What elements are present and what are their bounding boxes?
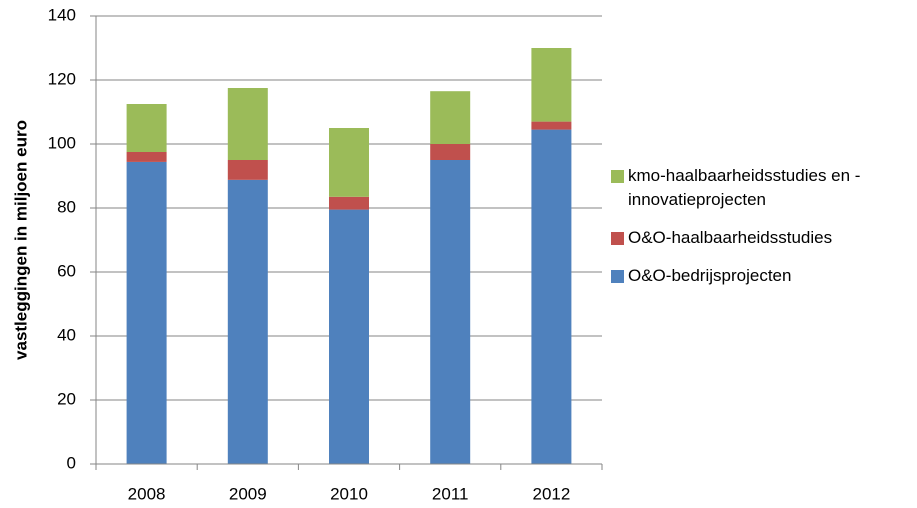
legend-label: O&O-bedrijsprojecten: [628, 266, 792, 285]
bar-segment: [126, 152, 167, 162]
y-tick-label: 0: [67, 453, 76, 472]
bar-segment: [227, 160, 268, 180]
y-tick-label: 80: [57, 197, 76, 216]
bar-segment: [531, 121, 572, 130]
bar-segment: [430, 160, 471, 464]
y-tick-label: 60: [57, 261, 76, 280]
bar-segment: [126, 161, 167, 465]
y-tick-label: 140: [48, 5, 76, 24]
bar-segment: [430, 144, 471, 160]
legend-item: kmo-haalbaarheidsstudies en -innovatiepr…: [611, 164, 911, 212]
legend-item: O&O-haalbaarheidsstudies: [611, 226, 911, 250]
x-tick-label: 2010: [330, 484, 368, 503]
bar-segment: [227, 88, 268, 160]
bar-segment: [329, 209, 369, 464]
bar-segment: [531, 129, 572, 464]
y-tick-label: 100: [48, 133, 76, 152]
x-tick-label: 2012: [532, 484, 570, 503]
legend: kmo-haalbaarheidsstudies en -innovatiepr…: [611, 164, 911, 302]
y-axis-label: vastleggingen in miljoen euro: [11, 120, 30, 360]
legend-swatch: [611, 270, 624, 283]
x-tick-label: 2011: [432, 484, 469, 503]
y-tick-label: 120: [48, 69, 76, 88]
x-tick-label: 2009: [229, 484, 267, 503]
bar-segment: [329, 128, 369, 197]
bar-segment: [531, 48, 572, 122]
legend-label: O&O-haalbaarheidsstudies: [628, 228, 833, 247]
y-tick-label: 20: [57, 389, 76, 408]
legend-label: kmo-haalbaarheidsstudies en -innovatiepr…: [628, 166, 861, 209]
legend-swatch: [611, 170, 624, 183]
legend-item: O&O-bedrijsprojecten: [611, 264, 911, 288]
bar-segment: [126, 104, 167, 152]
y-tick-label: 40: [57, 325, 76, 344]
legend-swatch: [611, 232, 624, 245]
x-tick-label: 2008: [128, 484, 166, 503]
bar-segment: [227, 179, 268, 464]
bar-segment: [329, 196, 369, 210]
bar-segment: [430, 91, 471, 144]
